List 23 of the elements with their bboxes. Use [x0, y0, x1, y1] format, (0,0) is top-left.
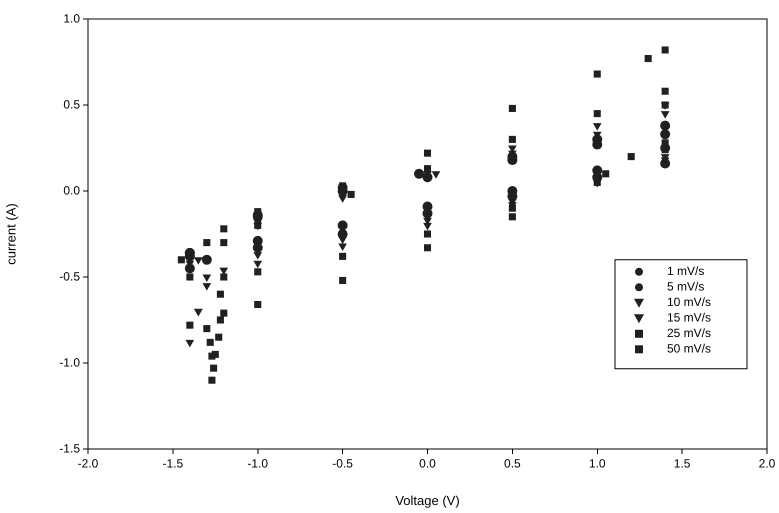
x-tick-label: 2.0	[758, 456, 776, 471]
x-tick-label: -0.5	[332, 456, 354, 471]
y-tick-label: -1.0	[59, 355, 80, 370]
legend-label: 25 mV/s	[667, 326, 712, 340]
legend-label: 15 mV/s	[667, 310, 712, 325]
x-tick-label: 1.0	[588, 456, 606, 471]
x-tick-label: -1.0	[247, 456, 268, 471]
x-tick-label: 0.5	[504, 456, 522, 471]
y-tick-label: -1.5	[59, 441, 80, 456]
legend-label: 1 mV/s	[667, 264, 704, 278]
x-tick-label: 0.0	[419, 456, 436, 471]
legend-label: 50 mV/s	[667, 342, 712, 356]
x-tick-label: -1.5	[162, 456, 184, 471]
y-tick-label: 0.5	[63, 97, 80, 112]
y-tick-label: -0.5	[59, 269, 80, 284]
x-tick-label: 1.5	[674, 456, 691, 471]
y-axis-title: current (A)	[3, 203, 18, 265]
legend-label: 5 mV/s	[667, 280, 704, 294]
x-tick-label: -2.0	[78, 456, 99, 471]
x-axis-title: Voltage (V)	[395, 492, 460, 508]
legend-label: 10 mV/s	[667, 295, 712, 310]
y-tick-label: 0.0	[63, 183, 80, 198]
y-tick-label: 1.0	[63, 11, 80, 26]
